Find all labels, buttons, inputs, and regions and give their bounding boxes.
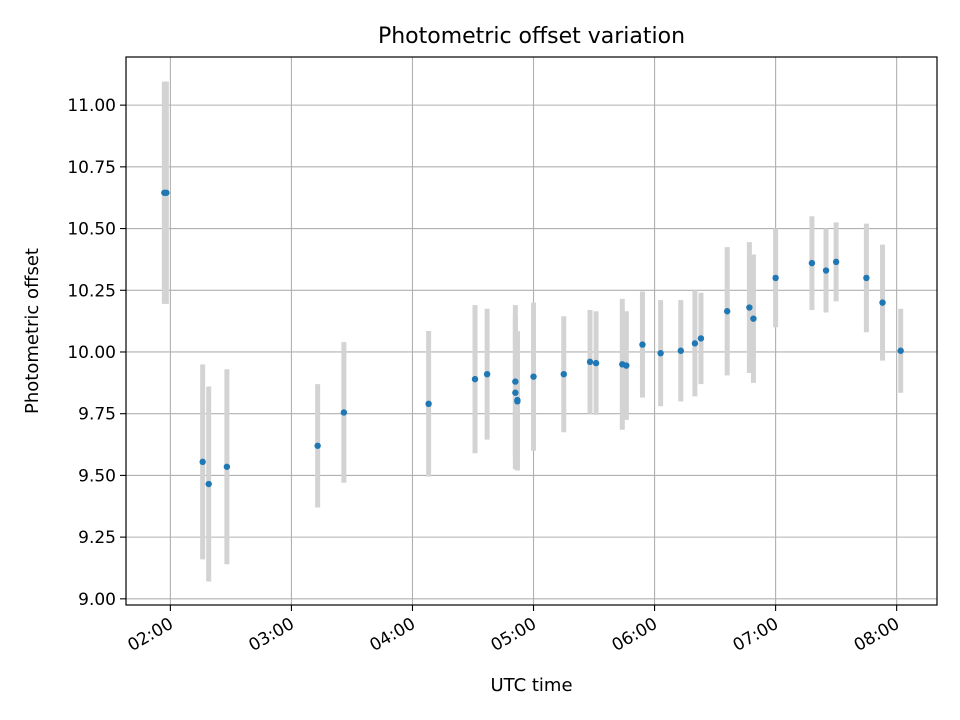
data-point xyxy=(639,341,646,348)
data-point xyxy=(772,274,779,282)
data-point xyxy=(879,299,886,306)
data-point xyxy=(808,259,816,267)
data-point xyxy=(199,458,206,466)
data-point xyxy=(746,304,753,311)
y-tick-label: 9.25 xyxy=(78,528,116,548)
data-point xyxy=(697,335,705,342)
data-point xyxy=(471,375,479,383)
data-point xyxy=(425,400,432,408)
data-point xyxy=(205,480,212,488)
data-point xyxy=(832,258,840,266)
data-point xyxy=(223,463,231,470)
data-point xyxy=(592,359,600,367)
y-tick-label: 9.75 xyxy=(78,405,116,425)
y-tick-label: 10.25 xyxy=(67,281,116,301)
y-tick-label: 9.50 xyxy=(78,466,116,486)
data-point xyxy=(677,347,684,354)
data-point xyxy=(723,308,731,315)
data-point xyxy=(863,274,870,282)
y-axis-label: Photometric offset xyxy=(22,248,43,414)
data-point xyxy=(483,370,491,378)
y-tick-label: 11.00 xyxy=(67,96,116,116)
data-point xyxy=(586,358,594,366)
x-axis-label: UTC time xyxy=(490,675,572,696)
data-point xyxy=(530,373,537,380)
data-point xyxy=(822,267,830,274)
grid xyxy=(126,57,937,605)
y-tick-label: 10.50 xyxy=(67,220,116,240)
y-tick-label: 10.00 xyxy=(67,343,116,363)
data-point xyxy=(560,370,567,378)
data-point xyxy=(314,442,321,449)
data-point xyxy=(750,315,757,322)
data-point xyxy=(514,398,521,405)
data-points xyxy=(161,189,904,488)
data-point xyxy=(512,389,519,396)
chart-title: Photometric offset variation xyxy=(378,24,685,49)
data-point xyxy=(163,189,170,196)
y-tick-label: 10.75 xyxy=(67,158,116,178)
data-point xyxy=(623,362,630,369)
data-point xyxy=(897,347,904,354)
plot-frame xyxy=(125,56,938,606)
y-tick-label: 9.00 xyxy=(78,590,116,610)
data-point xyxy=(512,378,519,385)
y-axis-ticks: 9.00 9.25 9.50 9.75 10.00 10.25 10.50 10.75 11.0… xyxy=(67,96,126,610)
data-point xyxy=(340,409,348,416)
data-point xyxy=(657,350,664,357)
data-point xyxy=(691,340,699,347)
